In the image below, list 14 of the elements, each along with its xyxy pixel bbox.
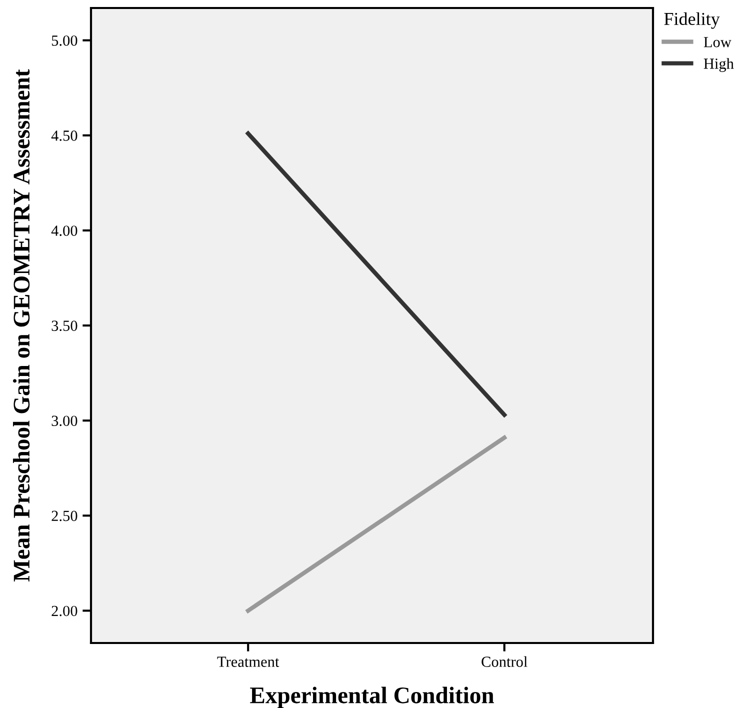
y-tick-label: 4.00 [51,226,78,236]
y-tick-label: 2.00 [52,606,78,616]
y-tick-label: 5.00 [52,35,78,46]
y-tick-label: 3.00 [52,416,78,426]
y-tick-label: 2.50 [52,510,78,522]
x-tick-label: Control [482,656,528,667]
legend-label: High [704,58,734,72]
y-tick-label: 3.50 [52,320,78,332]
legend-label: Low [704,37,732,48]
x-axis-title: Experimental Condition [250,686,494,708]
y-tick-label: 4.50 [51,130,78,141]
legend-title: Fidelity [664,12,720,29]
x-tick-label: Treatment [217,656,280,667]
y-axis-title: Mean Preschool Gain on GEOMETRY Assessment [12,69,30,582]
